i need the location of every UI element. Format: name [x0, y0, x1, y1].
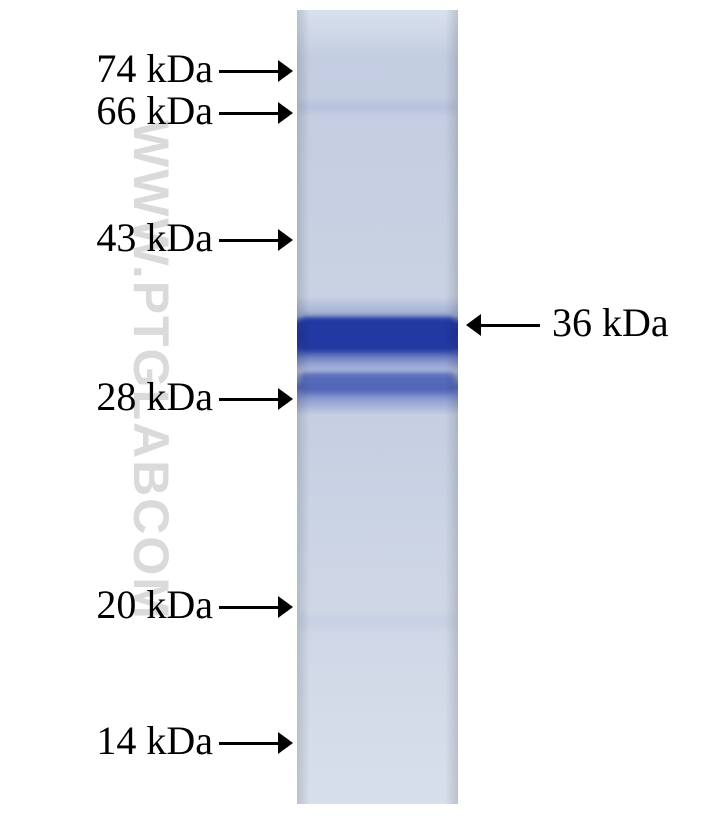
marker-label: 74 kDa [96, 45, 213, 92]
lane-background [297, 10, 458, 804]
gel-lane [297, 10, 458, 804]
marker-arrow [219, 742, 278, 745]
gel-image-container: WWW.PTGLABCOM 74 kDa66 kDa 43 kDa 28 kDa 20… [0, 0, 720, 818]
marker-label: 14 kDa [96, 717, 213, 764]
marker-arrow [219, 606, 278, 609]
marker-label: 28 kDa [96, 373, 213, 420]
marker-arrow [219, 112, 278, 115]
marker-arrow [219, 398, 278, 401]
marker-arrow [219, 70, 278, 73]
sample-band-label: 36 kDa [552, 299, 669, 346]
watermark-text: WWW.PTGLABCOM [122, 120, 180, 621]
marker-label: 20 kDa [96, 581, 213, 628]
sample-arrow [481, 324, 540, 327]
marker-label: 43 kDa [96, 214, 213, 261]
marker-label: 66 kDa [96, 87, 213, 134]
marker-arrow [219, 239, 278, 242]
